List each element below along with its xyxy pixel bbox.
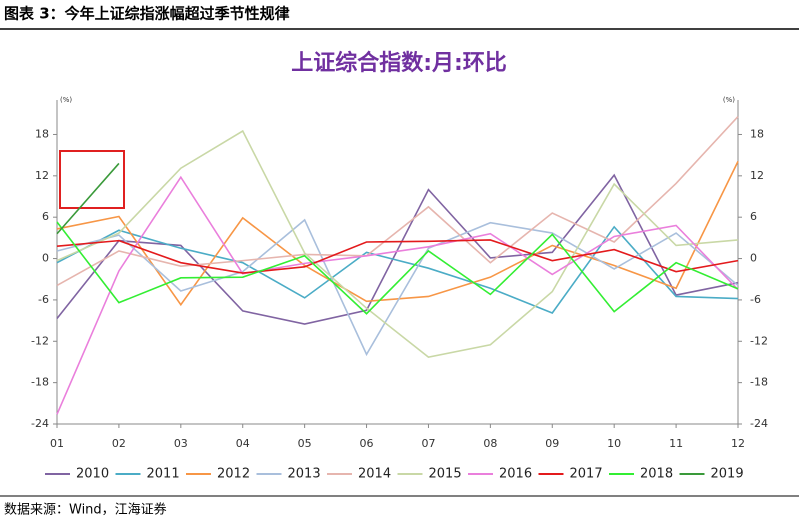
y-tick-label: -24 [31,417,49,430]
y-tick-label: -6 [38,293,49,306]
legend-label: 2016 [499,467,532,482]
source: 数据来源：Wind，江海证券 [4,502,167,518]
highlight-box [59,150,125,209]
series-line [56,225,739,314]
x-tick-label: 01 [50,437,64,450]
legend-label: 2013 [288,467,321,482]
x-tick-label: 11 [669,437,683,450]
x-tick-label: 09 [545,437,559,450]
series-line [56,162,120,235]
y2-tick-label: -18 [750,376,768,389]
y2-tick-label: -24 [750,417,768,430]
series-line [56,161,739,307]
chart-title: 上证综合指数:月:环比 [291,50,507,76]
y-tick-label: 0 [42,252,49,265]
y-tick-label: 12 [35,169,49,182]
y2-tick-label: 18 [750,127,764,140]
y2-tick-label: 12 [750,169,764,182]
x-tick-label: 03 [174,437,188,450]
y-tick-label: -12 [31,334,49,347]
y-tick-label: 18 [35,127,49,140]
legend-label: 2010 [76,467,109,482]
legend-label: 2018 [640,467,673,482]
series-line [56,175,739,415]
legend-label: 2012 [217,467,250,482]
header: 图表 3：今年上证综指涨幅超过季节性规律 [4,5,290,23]
y2-unit: (%) [723,96,735,104]
legend-label: 2011 [147,467,180,482]
x-tick-label: 02 [112,437,126,450]
series-line [56,239,739,274]
y-tick-label: 6 [42,210,49,223]
legend-label: 2015 [429,467,462,482]
x-tick-label: 04 [236,437,250,450]
y2-tick-label: 6 [750,210,757,223]
x-tick-label: 10 [607,437,621,450]
series-line [56,116,739,287]
x-tick-label: 07 [421,437,435,450]
legend-label: 2014 [358,467,391,482]
x-tick-label: 12 [731,437,745,450]
legend-label: 2017 [570,467,603,482]
x-tick-label: 05 [298,437,312,450]
series-line [56,221,739,315]
x-tick-label: 06 [360,437,374,450]
y-unit: (%) [60,96,72,104]
y-tick-label: -18 [31,376,49,389]
legend-label: 2019 [711,467,744,482]
y2-tick-label: 0 [750,252,757,265]
y2-tick-label: -12 [750,334,768,347]
series-line [56,129,739,358]
x-tick-label: 08 [483,437,497,450]
y2-tick-label: -6 [750,293,761,306]
